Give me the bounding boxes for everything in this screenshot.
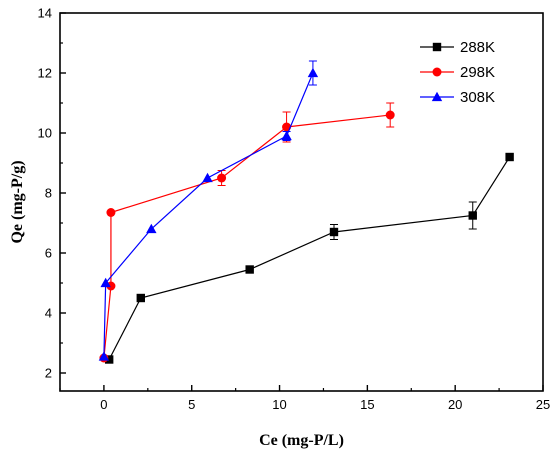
legend-label: 308K <box>460 89 495 106</box>
plot-frame <box>59 12 544 392</box>
data-point <box>307 67 319 78</box>
legend-label: 288K <box>460 39 495 56</box>
y-tick-label: 8 <box>45 186 52 201</box>
data-point <box>385 110 395 120</box>
data-point <box>106 208 116 217</box>
data-point <box>98 351 110 361</box>
y-tick-label: 12 <box>38 66 52 81</box>
y-tick-label: 10 <box>38 126 52 141</box>
data-point <box>104 355 114 364</box>
series-line-298K <box>103 114 391 359</box>
data-point <box>146 223 157 234</box>
x-tick-label: 5 <box>188 397 195 412</box>
y-tick-label: 4 <box>45 306 52 321</box>
y-tick-label: 6 <box>45 246 52 261</box>
data-point <box>202 172 213 183</box>
x-tick-label: 15 <box>360 397 374 412</box>
series-288K <box>104 152 514 364</box>
series-layer <box>98 60 514 364</box>
y-tick-label: 2 <box>45 366 52 381</box>
data-point <box>136 293 145 303</box>
data-point <box>100 277 111 288</box>
data-point <box>217 173 227 183</box>
x-tick-label: 10 <box>272 397 286 412</box>
series-line-288K <box>108 156 511 360</box>
legend-label: 298K <box>460 64 495 81</box>
data-point <box>329 227 339 237</box>
data-point <box>505 152 514 162</box>
x-axis-title: Ce (mg-P/L) <box>259 432 344 449</box>
legend-marker <box>432 67 442 77</box>
x-tick-label: 0 <box>100 397 107 412</box>
axes: 0 5 10 15 20 25 2 4 6 8 10 12 14 <box>38 6 550 413</box>
legend-marker <box>432 42 442 52</box>
legend: 288K 298K 308K <box>420 39 495 106</box>
x-tick-label: 25 <box>536 397 550 412</box>
data-point <box>245 265 254 274</box>
x-tick-label: 20 <box>448 397 462 412</box>
series-line-308K <box>103 72 314 357</box>
series-308K <box>98 60 319 361</box>
y-axis-title: Qe (mg-P/g) <box>9 160 26 243</box>
data-point <box>468 211 477 220</box>
series-298K <box>99 102 395 363</box>
data-point <box>281 130 292 141</box>
y-tick-label: 14 <box>38 6 52 21</box>
legend-marker <box>431 91 443 102</box>
